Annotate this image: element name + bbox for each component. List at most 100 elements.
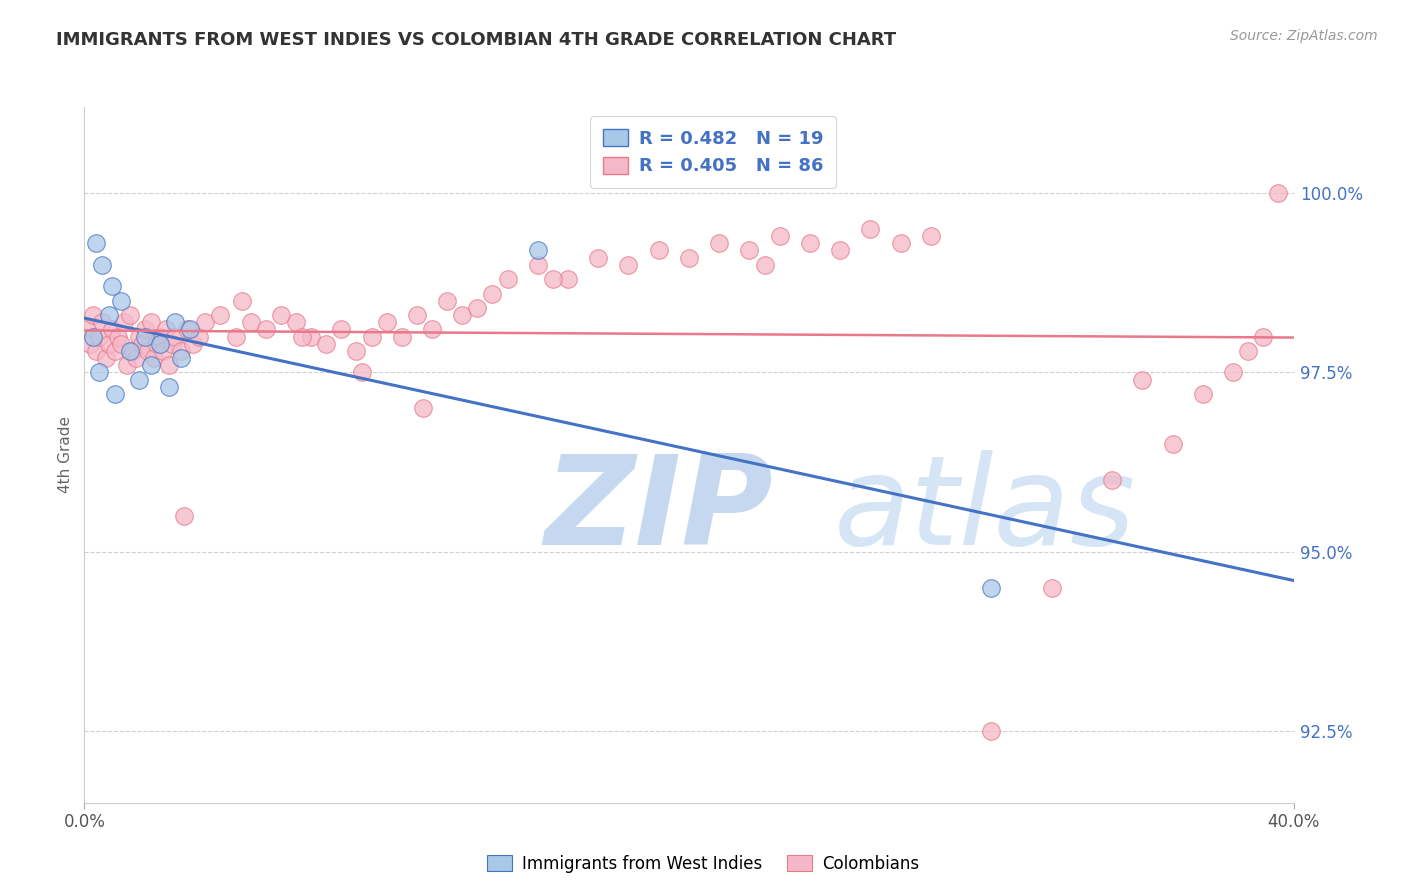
Point	[170, 343, 193, 358]
Point	[412, 401, 434, 416]
Point	[110, 336, 132, 351]
Point	[107, 329, 129, 343]
Point	[451, 308, 474, 322]
Point	[118, 308, 141, 322]
Point	[647, 244, 671, 258]
Point	[128, 329, 150, 343]
Point	[94, 351, 117, 365]
Point	[284, 315, 308, 329]
Point	[1161, 437, 1184, 451]
Point	[231, 293, 253, 308]
Point	[157, 380, 180, 394]
Point	[299, 329, 322, 343]
Point	[82, 308, 104, 322]
Point	[131, 336, 153, 351]
Point	[128, 373, 150, 387]
Point	[165, 315, 187, 329]
Point	[188, 329, 211, 343]
Point	[176, 322, 198, 336]
Point	[1251, 329, 1274, 343]
Point	[406, 308, 429, 322]
Point	[467, 301, 489, 315]
Point	[209, 308, 232, 322]
Point	[436, 293, 458, 308]
Point	[1130, 373, 1153, 387]
Point	[97, 308, 120, 322]
Point	[830, 244, 852, 258]
Point	[82, 329, 104, 343]
Point	[112, 315, 135, 329]
Point	[420, 322, 443, 336]
Point	[125, 351, 148, 365]
Point	[330, 322, 353, 336]
Point	[157, 358, 180, 372]
Y-axis label: 4th Grade: 4th Grade	[58, 417, 73, 493]
Point	[1101, 473, 1123, 487]
Point	[97, 336, 120, 351]
Point	[149, 336, 172, 351]
Point	[89, 329, 111, 343]
Point	[104, 387, 127, 401]
Point	[142, 351, 165, 365]
Point	[100, 322, 122, 336]
Point	[149, 329, 172, 343]
Point	[1192, 387, 1215, 401]
Point	[225, 329, 247, 343]
Point	[89, 366, 111, 380]
Point	[527, 244, 550, 258]
Point	[134, 322, 156, 336]
Point	[799, 236, 821, 251]
Point	[118, 343, 141, 358]
Point	[920, 229, 942, 244]
Point	[110, 293, 132, 308]
Point	[134, 329, 156, 343]
Point	[1267, 186, 1289, 200]
Point	[1237, 343, 1260, 358]
Point	[557, 272, 579, 286]
Point	[139, 315, 162, 329]
Point	[541, 272, 564, 286]
Point	[139, 358, 162, 372]
Point	[769, 229, 792, 244]
Point	[678, 251, 700, 265]
Point	[91, 315, 114, 329]
Point	[588, 251, 610, 265]
Point	[270, 308, 292, 322]
Point	[738, 244, 761, 258]
Point	[617, 258, 640, 272]
Point	[481, 286, 503, 301]
Point	[146, 336, 169, 351]
Legend: R = 0.482   N = 19, R = 0.405   N = 86: R = 0.482 N = 19, R = 0.405 N = 86	[591, 116, 837, 188]
Point	[352, 366, 374, 380]
Point	[375, 315, 398, 329]
Text: Source: ZipAtlas.com: Source: ZipAtlas.com	[1230, 29, 1378, 43]
Point	[346, 343, 368, 358]
Point	[709, 236, 731, 251]
Point	[527, 258, 550, 272]
Point	[121, 343, 143, 358]
Point	[152, 343, 174, 358]
Point	[79, 336, 101, 351]
Point	[254, 322, 277, 336]
Point	[91, 258, 114, 272]
Point	[391, 329, 413, 343]
Point	[980, 581, 1002, 595]
Point	[86, 236, 108, 251]
Point	[980, 724, 1002, 739]
Point	[315, 336, 337, 351]
Point	[160, 336, 183, 351]
Point	[136, 343, 159, 358]
Text: atlas: atlas	[834, 450, 1136, 571]
Point	[291, 329, 314, 343]
Point	[859, 222, 882, 236]
Point	[360, 329, 382, 343]
Point	[76, 322, 98, 336]
Point	[1222, 366, 1244, 380]
Point	[754, 258, 776, 272]
Point	[165, 329, 187, 343]
Point	[173, 508, 195, 523]
Text: ZIP: ZIP	[544, 450, 772, 571]
Point	[496, 272, 519, 286]
Point	[194, 315, 217, 329]
Legend: Immigrants from West Indies, Colombians: Immigrants from West Indies, Colombians	[479, 848, 927, 880]
